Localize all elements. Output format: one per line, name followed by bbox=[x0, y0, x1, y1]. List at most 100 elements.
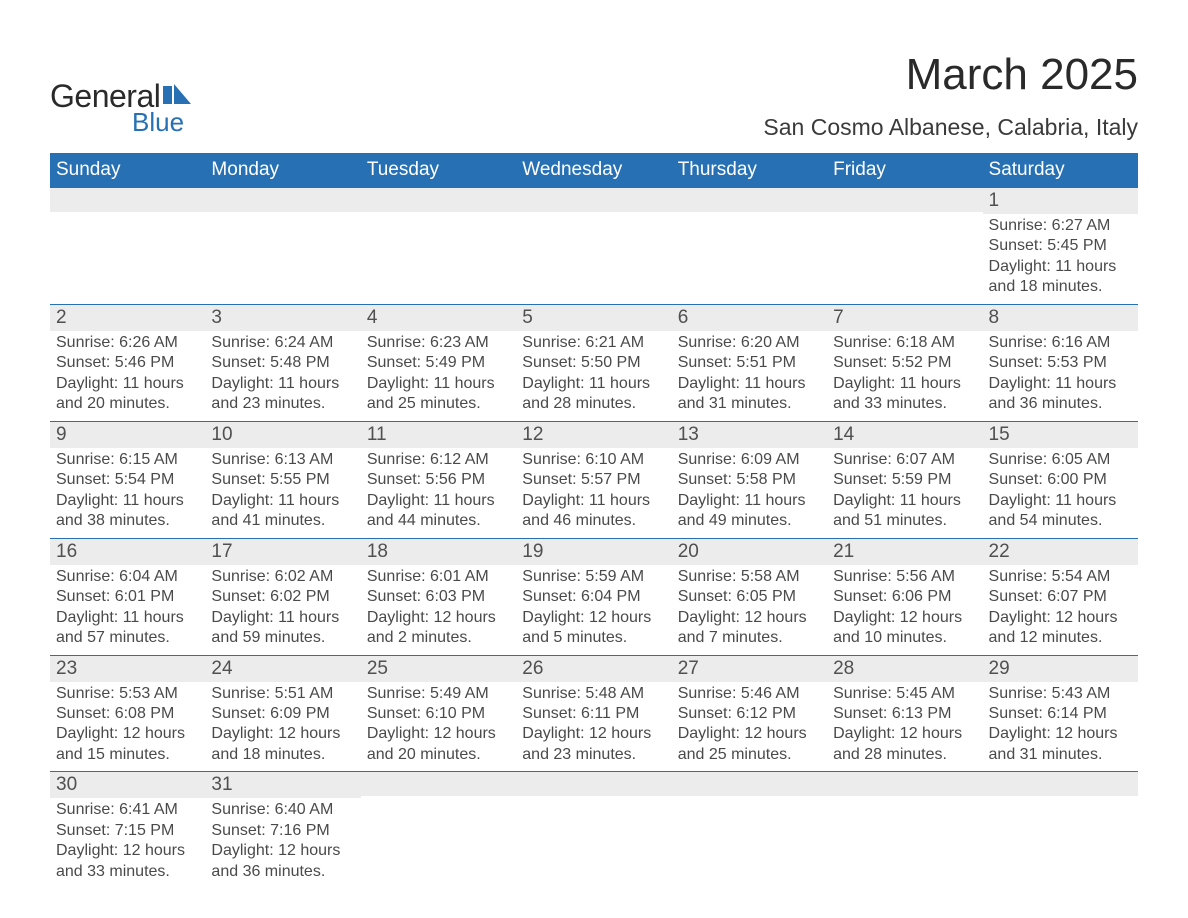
day-data: Sunrise: 6:09 AMSunset: 5:58 PMDaylight:… bbox=[672, 448, 827, 538]
sunrise-text: Sunrise: 6:07 AM bbox=[833, 450, 976, 470]
daylight-text-2: and 12 minutes. bbox=[989, 628, 1132, 648]
sunrise-text: Sunrise: 6:27 AM bbox=[989, 216, 1132, 236]
sunset-text: Sunset: 5:54 PM bbox=[56, 470, 199, 490]
day-number-row: 3 bbox=[205, 305, 360, 331]
sunrise-text: Sunrise: 6:24 AM bbox=[211, 333, 354, 353]
sunrise-text: Sunrise: 5:53 AM bbox=[56, 684, 199, 704]
sunrise-text: Sunrise: 5:56 AM bbox=[833, 567, 976, 587]
calendar-cell: 17Sunrise: 6:02 AMSunset: 6:02 PMDayligh… bbox=[205, 538, 360, 655]
calendar-cell: 25Sunrise: 5:49 AMSunset: 6:10 PMDayligh… bbox=[361, 655, 516, 772]
day-number: 24 bbox=[205, 656, 360, 682]
daylight-text-2: and 28 minutes. bbox=[522, 394, 665, 414]
calendar-cell: 3Sunrise: 6:24 AMSunset: 5:48 PMDaylight… bbox=[205, 304, 360, 421]
daylight-text-1: Daylight: 11 hours bbox=[678, 374, 821, 394]
day-data: Sunrise: 6:02 AMSunset: 6:02 PMDaylight:… bbox=[205, 565, 360, 655]
day-number bbox=[827, 772, 982, 796]
daylight-text-1: Daylight: 11 hours bbox=[211, 608, 354, 628]
daylight-text-2: and 2 minutes. bbox=[367, 628, 510, 648]
daylight-text-1: Daylight: 11 hours bbox=[367, 374, 510, 394]
day-number-row bbox=[827, 188, 982, 212]
day-number-row: 21 bbox=[827, 539, 982, 565]
sunset-text: Sunset: 6:04 PM bbox=[522, 587, 665, 607]
day-number: 17 bbox=[205, 539, 360, 565]
sunrise-text: Sunrise: 5:45 AM bbox=[833, 684, 976, 704]
daylight-text-1: Daylight: 12 hours bbox=[833, 608, 976, 628]
day-number-row: 6 bbox=[672, 305, 827, 331]
day-data: Sunrise: 5:58 AMSunset: 6:05 PMDaylight:… bbox=[672, 565, 827, 655]
calendar-cell: 19Sunrise: 5:59 AMSunset: 6:04 PMDayligh… bbox=[516, 538, 671, 655]
day-number-row: 13 bbox=[672, 422, 827, 448]
day-number-row bbox=[50, 188, 205, 212]
day-data: Sunrise: 6:16 AMSunset: 5:53 PMDaylight:… bbox=[983, 331, 1138, 421]
calendar-cell: 6Sunrise: 6:20 AMSunset: 5:51 PMDaylight… bbox=[672, 304, 827, 421]
day-number: 1 bbox=[983, 188, 1138, 214]
day-number: 30 bbox=[50, 772, 205, 798]
calendar-cell: 12Sunrise: 6:10 AMSunset: 5:57 PMDayligh… bbox=[516, 421, 671, 538]
sunset-text: Sunset: 5:46 PM bbox=[56, 353, 199, 373]
calendar-cell: 21Sunrise: 5:56 AMSunset: 6:06 PMDayligh… bbox=[827, 538, 982, 655]
day-number: 8 bbox=[983, 305, 1138, 331]
logo-text-blue: Blue bbox=[132, 107, 191, 138]
daylight-text-1: Daylight: 11 hours bbox=[211, 374, 354, 394]
daylight-text-2: and 33 minutes. bbox=[833, 394, 976, 414]
day-number bbox=[516, 772, 671, 796]
daylight-text-1: Daylight: 12 hours bbox=[522, 724, 665, 744]
calendar-cell: 9Sunrise: 6:15 AMSunset: 5:54 PMDaylight… bbox=[50, 421, 205, 538]
daylight-text-1: Daylight: 11 hours bbox=[522, 374, 665, 394]
day-number: 23 bbox=[50, 656, 205, 682]
sunset-text: Sunset: 5:52 PM bbox=[833, 353, 976, 373]
day-number: 5 bbox=[516, 305, 671, 331]
sunrise-text: Sunrise: 5:58 AM bbox=[678, 567, 821, 587]
daylight-text-1: Daylight: 11 hours bbox=[56, 608, 199, 628]
daylight-text-2: and 31 minutes. bbox=[678, 394, 821, 414]
sunset-text: Sunset: 6:08 PM bbox=[56, 704, 199, 724]
day-number-row: 27 bbox=[672, 656, 827, 682]
calendar-cell bbox=[672, 188, 827, 305]
sunrise-text: Sunrise: 6:05 AM bbox=[989, 450, 1132, 470]
day-data: Sunrise: 6:24 AMSunset: 5:48 PMDaylight:… bbox=[205, 331, 360, 421]
day-data bbox=[516, 212, 671, 292]
sunset-text: Sunset: 6:13 PM bbox=[833, 704, 976, 724]
day-number-row bbox=[827, 772, 982, 796]
sunrise-text: Sunrise: 6:23 AM bbox=[367, 333, 510, 353]
day-number-row bbox=[361, 188, 516, 212]
day-data bbox=[983, 796, 1138, 876]
calendar-cell bbox=[361, 188, 516, 305]
sunset-text: Sunset: 5:58 PM bbox=[678, 470, 821, 490]
header: General Blue March 2025 San Cosmo Albane… bbox=[50, 50, 1138, 141]
day-number bbox=[50, 188, 205, 212]
sunset-text: Sunset: 5:48 PM bbox=[211, 353, 354, 373]
day-number: 18 bbox=[361, 539, 516, 565]
calendar-cell: 24Sunrise: 5:51 AMSunset: 6:09 PMDayligh… bbox=[205, 655, 360, 772]
calendar-cell: 1Sunrise: 6:27 AMSunset: 5:45 PMDaylight… bbox=[983, 188, 1138, 305]
day-number-row: 22 bbox=[983, 539, 1138, 565]
day-data: Sunrise: 6:18 AMSunset: 5:52 PMDaylight:… bbox=[827, 331, 982, 421]
day-data: Sunrise: 6:41 AMSunset: 7:15 PMDaylight:… bbox=[50, 798, 205, 888]
sunset-text: Sunset: 6:14 PM bbox=[989, 704, 1132, 724]
day-number: 25 bbox=[361, 656, 516, 682]
daylight-text-1: Daylight: 11 hours bbox=[833, 374, 976, 394]
day-number: 15 bbox=[983, 422, 1138, 448]
day-data bbox=[672, 212, 827, 292]
calendar-row: 16Sunrise: 6:04 AMSunset: 6:01 PMDayligh… bbox=[50, 538, 1138, 655]
calendar-cell: 15Sunrise: 6:05 AMSunset: 6:00 PMDayligh… bbox=[983, 421, 1138, 538]
calendar-cell: 18Sunrise: 6:01 AMSunset: 6:03 PMDayligh… bbox=[361, 538, 516, 655]
logo: General Blue bbox=[50, 78, 191, 138]
calendar-cell: 16Sunrise: 6:04 AMSunset: 6:01 PMDayligh… bbox=[50, 538, 205, 655]
sunrise-text: Sunrise: 5:46 AM bbox=[678, 684, 821, 704]
sunrise-text: Sunrise: 6:04 AM bbox=[56, 567, 199, 587]
day-number-row: 29 bbox=[983, 656, 1138, 682]
day-number-row: 19 bbox=[516, 539, 671, 565]
day-number-row: 2 bbox=[50, 305, 205, 331]
calendar-cell bbox=[516, 188, 671, 305]
day-number: 28 bbox=[827, 656, 982, 682]
daylight-text-2: and 28 minutes. bbox=[833, 745, 976, 765]
sunset-text: Sunset: 5:55 PM bbox=[211, 470, 354, 490]
day-number-row: 4 bbox=[361, 305, 516, 331]
day-header: Sunday bbox=[50, 153, 205, 188]
day-data: Sunrise: 6:26 AMSunset: 5:46 PMDaylight:… bbox=[50, 331, 205, 421]
day-number: 26 bbox=[516, 656, 671, 682]
calendar-cell: 29Sunrise: 5:43 AMSunset: 6:14 PMDayligh… bbox=[983, 655, 1138, 772]
daylight-text-1: Daylight: 12 hours bbox=[367, 608, 510, 628]
daylight-text-2: and 36 minutes. bbox=[211, 862, 354, 882]
